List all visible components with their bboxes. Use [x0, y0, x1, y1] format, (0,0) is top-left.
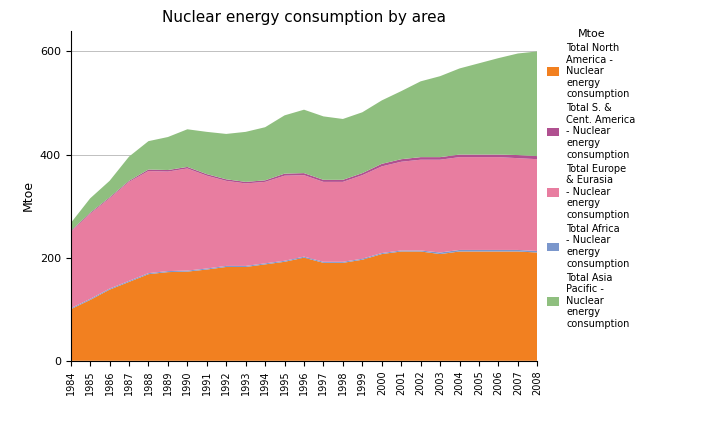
Y-axis label: Mtoe: Mtoe — [21, 180, 35, 211]
Legend: Total North
America -
Nuclear
energy
consumption, Total S. &
Cent. America
- Nuc: Total North America - Nuclear energy con… — [547, 29, 636, 329]
Title: Nuclear energy consumption by area: Nuclear energy consumption by area — [162, 11, 446, 26]
